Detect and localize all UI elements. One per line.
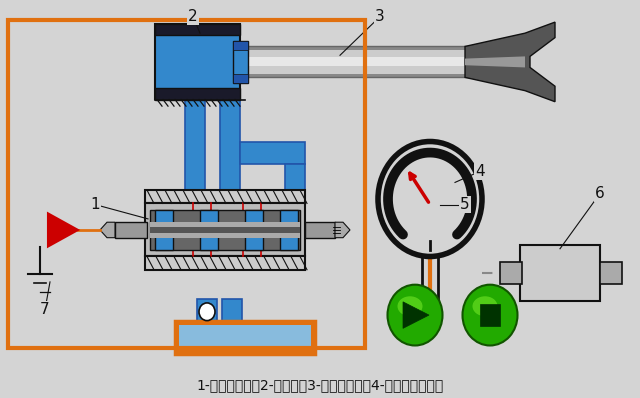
Bar [520, 246, 600, 301]
Bar [233, 41, 248, 50]
Bar [285, 164, 305, 191]
Ellipse shape [387, 285, 442, 345]
Bar [240, 142, 305, 164]
Polygon shape [48, 213, 78, 246]
Bar [600, 262, 622, 284]
Text: 4: 4 [475, 164, 485, 179]
Bar [240, 50, 470, 74]
Bar [193, 203, 211, 256]
Bar [155, 210, 173, 250]
Polygon shape [335, 222, 350, 238]
Bar [245, 210, 263, 250]
Ellipse shape [472, 296, 497, 316]
Bar [155, 88, 240, 100]
Bar [240, 47, 470, 77]
Bar [155, 24, 240, 35]
Ellipse shape [397, 296, 422, 316]
Polygon shape [465, 57, 525, 67]
Polygon shape [403, 302, 429, 328]
Bar [305, 222, 335, 238]
Polygon shape [100, 222, 115, 238]
Bar [175, 321, 315, 354]
Bar [243, 203, 261, 256]
Bar [220, 100, 240, 190]
Text: 3: 3 [375, 9, 385, 24]
Text: 7: 7 [40, 302, 50, 317]
Ellipse shape [463, 285, 518, 345]
Polygon shape [465, 22, 555, 102]
Bar [280, 210, 298, 250]
Bar [115, 222, 147, 238]
Bar [8, 20, 365, 348]
Bar [185, 100, 205, 190]
Bar [179, 325, 311, 349]
Circle shape [378, 142, 482, 256]
Bar [145, 190, 305, 203]
Bar [233, 74, 248, 83]
Bar [197, 298, 217, 330]
Bar [150, 222, 300, 238]
Circle shape [199, 303, 215, 321]
Bar [480, 304, 500, 326]
Bar [500, 262, 522, 284]
Text: 5: 5 [460, 197, 470, 212]
Text: 6: 6 [595, 186, 605, 201]
Bar [240, 57, 470, 66]
Text: 1-电液伺服阀；2-液压缸；3-机械手手臂；4-齿轮齿条机构；: 1-电液伺服阀；2-液压缸；3-机械手手臂；4-齿轮齿条机构； [196, 378, 444, 392]
Bar [145, 256, 305, 270]
Bar [155, 24, 240, 100]
Bar [150, 210, 300, 250]
Bar [145, 203, 305, 256]
Bar [233, 41, 248, 83]
Bar [200, 210, 218, 250]
Bar [150, 226, 300, 233]
Text: 1: 1 [90, 197, 100, 212]
Text: 2: 2 [188, 9, 198, 24]
Bar [222, 298, 242, 330]
